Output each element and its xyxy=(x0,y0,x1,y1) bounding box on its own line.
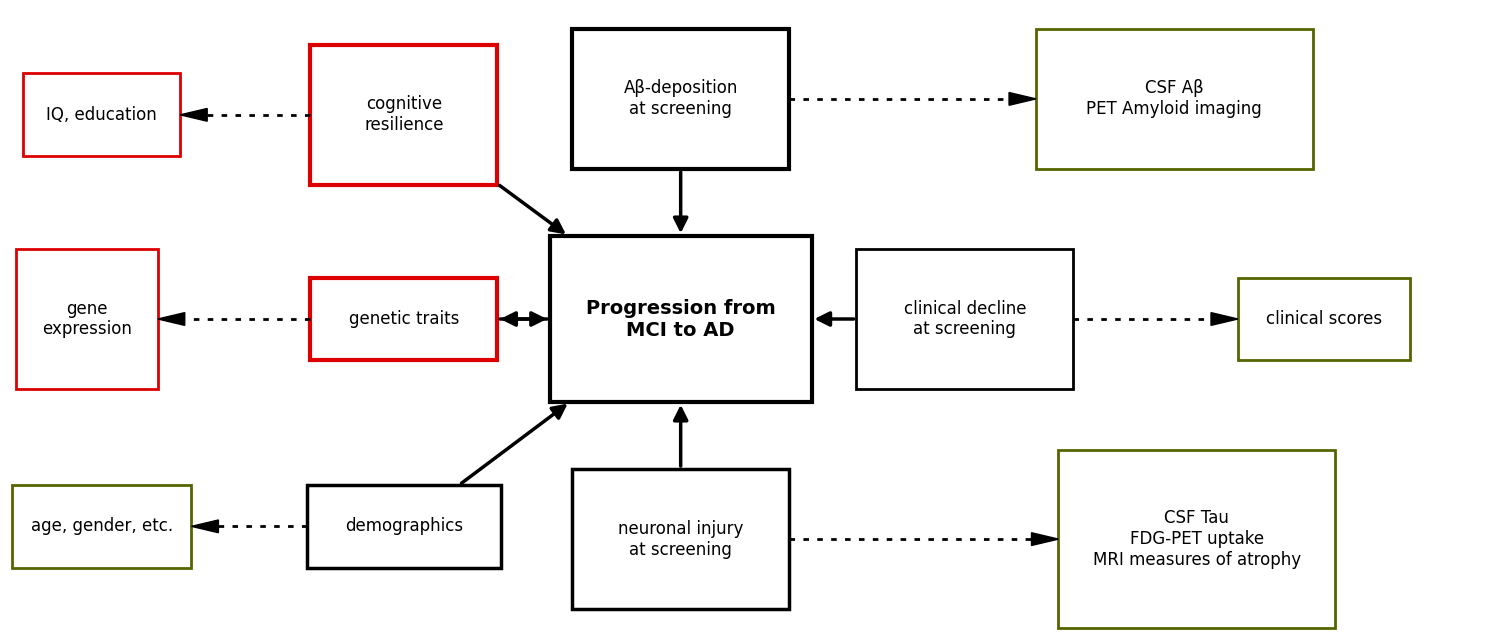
Text: Aβ-deposition
at screening: Aβ-deposition at screening xyxy=(624,80,738,118)
FancyBboxPatch shape xyxy=(311,278,497,360)
FancyBboxPatch shape xyxy=(12,485,191,568)
Text: gene
expression: gene expression xyxy=(42,300,132,338)
Polygon shape xyxy=(180,108,206,121)
Text: demographics: demographics xyxy=(346,517,462,535)
Text: CSF Aβ
PET Amyloid imaging: CSF Aβ PET Amyloid imaging xyxy=(1086,80,1263,118)
Text: clinical decline
at screening: clinical decline at screening xyxy=(904,300,1026,338)
FancyBboxPatch shape xyxy=(571,29,790,169)
Text: cognitive
resilience: cognitive resilience xyxy=(364,96,444,134)
FancyBboxPatch shape xyxy=(311,45,497,185)
Text: Progression from
MCI to AD: Progression from MCI to AD xyxy=(586,299,775,339)
Polygon shape xyxy=(1212,313,1239,325)
Text: clinical scores: clinical scores xyxy=(1266,310,1382,328)
Text: neuronal injury
at screening: neuronal injury at screening xyxy=(618,520,744,558)
Polygon shape xyxy=(1010,93,1035,105)
FancyBboxPatch shape xyxy=(551,236,811,402)
FancyBboxPatch shape xyxy=(16,249,159,389)
Polygon shape xyxy=(1032,533,1059,545)
FancyBboxPatch shape xyxy=(1059,450,1334,628)
FancyBboxPatch shape xyxy=(24,73,180,156)
Text: age, gender, etc.: age, gender, etc. xyxy=(30,517,174,535)
FancyBboxPatch shape xyxy=(307,485,501,568)
FancyBboxPatch shape xyxy=(571,469,790,609)
Polygon shape xyxy=(191,520,218,533)
Text: IQ, education: IQ, education xyxy=(46,106,157,124)
Polygon shape xyxy=(159,313,184,325)
FancyBboxPatch shape xyxy=(856,249,1074,389)
Text: genetic traits: genetic traits xyxy=(349,310,459,328)
Text: CSF Tau
FDG-PET uptake
MRI measures of atrophy: CSF Tau FDG-PET uptake MRI measures of a… xyxy=(1092,509,1302,569)
FancyBboxPatch shape xyxy=(1035,29,1313,169)
FancyBboxPatch shape xyxy=(1239,278,1409,360)
